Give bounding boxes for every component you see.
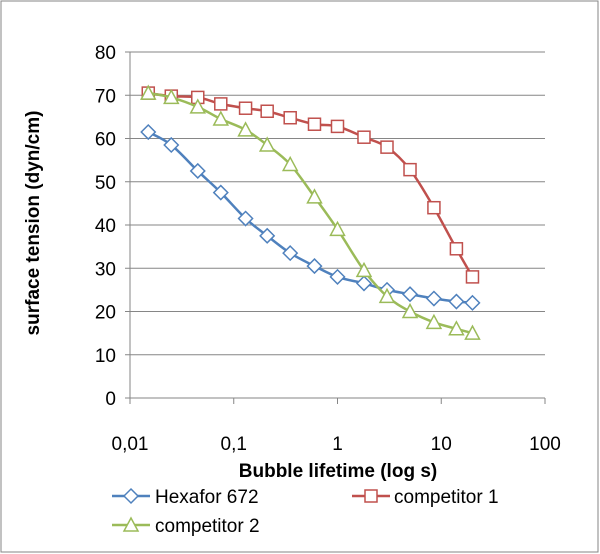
data-point-competitor-2 — [281, 155, 299, 172]
x-tick-label: 0,1 — [221, 434, 247, 455]
data-point-hexafor-672 — [140, 123, 157, 141]
data-point-competitor-2 — [464, 324, 481, 340]
data-point-competitor-1 — [357, 130, 371, 144]
legend-label-hexafor-672: Hexafor 672 — [155, 487, 259, 508]
y-tick-label: 80 — [95, 43, 116, 64]
y-tick-label: 30 — [95, 259, 116, 280]
data-point-competitor-1 — [283, 110, 297, 125]
legend-item-competitor-1[interactable]: competitor 1 — [352, 487, 499, 508]
data-point-hexafor-672 — [425, 290, 442, 307]
data-point-competitor-1 — [427, 200, 441, 215]
data-point-competitor-1 — [403, 162, 417, 177]
legend-label-competitor-1: competitor 1 — [394, 487, 499, 508]
data-point-competitor-2 — [212, 110, 230, 126]
y-tick-label: 0 — [105, 389, 116, 410]
data-point-hexafor-672 — [306, 258, 323, 275]
y-tick-label: 10 — [95, 346, 116, 367]
x-tick-label: 100 — [529, 434, 561, 455]
data-point-competitor-1 — [380, 140, 394, 154]
y-tick-label: 20 — [95, 303, 116, 324]
data-point-competitor-2 — [163, 88, 180, 105]
x-tick-label: 0,01 — [112, 434, 149, 455]
y-tick-label: 50 — [95, 173, 116, 194]
x-tick-label: 10 — [431, 434, 452, 455]
gridlines — [130, 51, 545, 356]
data-point-competitor-2 — [237, 121, 254, 137]
data-point-hexafor-672 — [237, 210, 254, 227]
data-point-hexafor-672 — [163, 136, 180, 154]
x-axis-title: Bubble lifetime (log s) — [239, 461, 437, 482]
data-point-competitor-2 — [355, 261, 373, 278]
legend-item-competitor-2[interactable]: competitor 2 — [112, 516, 260, 537]
data-point-competitor-2 — [329, 220, 346, 237]
legend-marker-hexafor-672 — [122, 487, 140, 505]
data-point-competitor-2 — [258, 136, 276, 152]
data-point-competitor-1 — [465, 270, 480, 284]
data-point-competitor-2 — [401, 302, 419, 319]
axes: 0 10 20 30 40 50 60 70 80 0,01 0,1 1 10 100 — [95, 43, 561, 455]
data-point-hexafor-672 — [355, 275, 373, 292]
data-point-competitor-1 — [449, 242, 464, 256]
legend-marker-competitor-1 — [364, 489, 378, 503]
data-point-hexafor-672 — [464, 294, 481, 311]
data-point-competitor-2 — [448, 320, 465, 336]
data-point-competitor-1 — [330, 119, 345, 134]
data-point-hexafor-672 — [448, 293, 465, 310]
data-point-hexafor-672 — [189, 162, 206, 179]
data-point-competitor-2 — [425, 313, 443, 330]
y-tick-label: 40 — [95, 216, 116, 237]
legend-item-hexafor-672[interactable]: Hexafor 672 — [112, 487, 259, 508]
data-point-competitor-2 — [140, 84, 157, 100]
legend: Hexafor 672 competitor 1 competitor 2 — [112, 487, 499, 537]
data-point-competitor-1 — [307, 117, 322, 131]
data-point-hexafor-672 — [401, 286, 419, 303]
series-hexafor-672 — [140, 123, 481, 311]
data-point-hexafor-672 — [259, 227, 276, 244]
data-point-competitor-2 — [306, 188, 323, 204]
series-layer — [140, 84, 481, 340]
data-point-competitor-1 — [214, 97, 228, 111]
data-point-hexafor-672 — [282, 245, 299, 262]
y-tick-label: 70 — [95, 86, 116, 107]
data-point-competitor-2 — [378, 287, 396, 304]
series-competitor-2 — [140, 84, 481, 340]
legend-marker-competitor-2 — [122, 516, 140, 532]
legend-label-competitor-2: competitor 2 — [155, 516, 260, 537]
data-point-competitor-2 — [189, 98, 207, 114]
y-axis-title: surface tension (dyn/cm) — [23, 111, 44, 336]
x-tick-label: 1 — [332, 434, 343, 455]
data-point-hexafor-672 — [329, 268, 346, 285]
data-point-competitor-1 — [260, 104, 274, 119]
data-point-hexafor-672 — [212, 184, 229, 201]
data-point-competitor-1 — [238, 101, 253, 115]
y-tick-label: 60 — [95, 130, 116, 151]
